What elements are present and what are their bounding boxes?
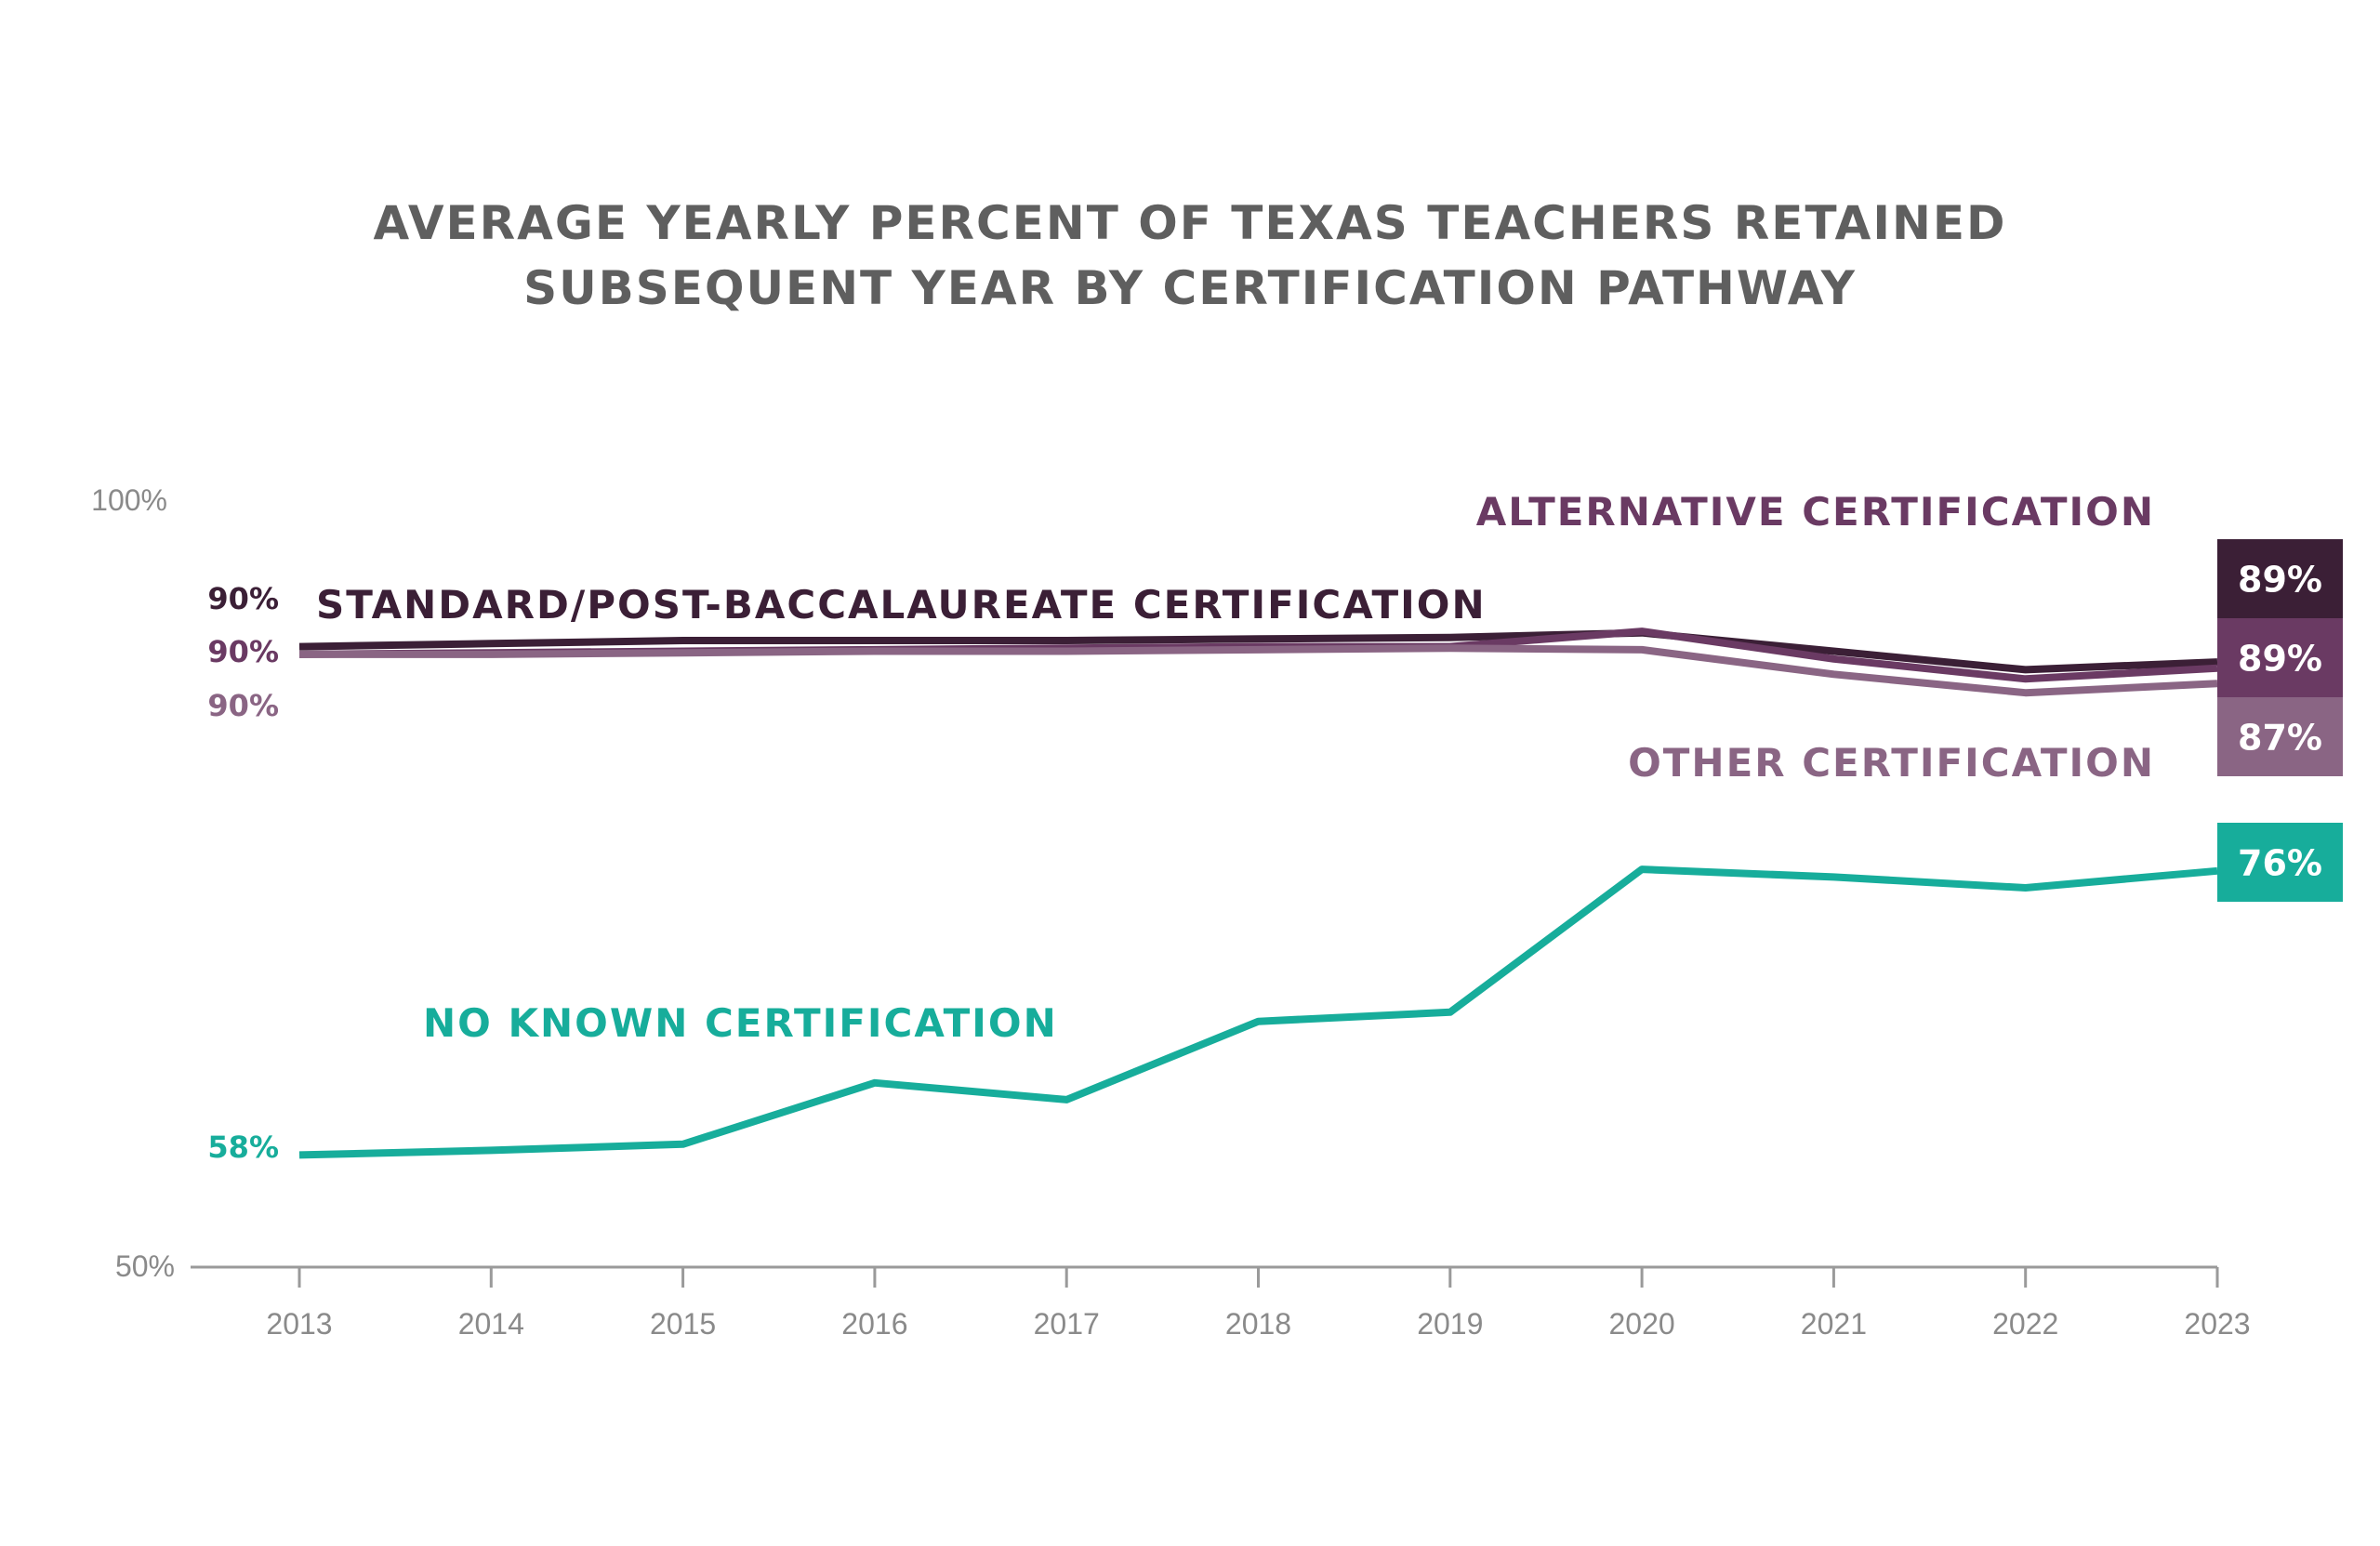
- end-value-box: [2217, 618, 2343, 697]
- x-tick-label: 2017: [1034, 1307, 1100, 1341]
- x-tick-label: 2021: [1801, 1307, 1867, 1341]
- start-value-label: 90%: [207, 581, 279, 616]
- y-tick-label: 50%: [115, 1249, 175, 1283]
- series-line: [298, 628, 2218, 674]
- end-value-label: 76%: [2238, 843, 2322, 884]
- end-value-label: 89%: [2238, 639, 2322, 680]
- y-tick-label: 100%: [91, 483, 167, 517]
- start-value-label: 90%: [207, 688, 279, 723]
- series-name-label: STANDARD/POST-BACCALAUREATE CERTIFICATIO…: [316, 582, 1487, 628]
- x-tick-label: 2013: [266, 1307, 332, 1341]
- series-name-label: ALTERNATIVE CERTIFICATION: [1476, 489, 2155, 535]
- series-line: [298, 865, 2218, 1159]
- end-value-box: [2217, 539, 2343, 618]
- x-tick-label: 2014: [458, 1307, 524, 1341]
- x-tick-label: 2018: [1225, 1307, 1291, 1341]
- chart-title-line-2: SUBSEQUENT YEAR BY CERTIFICATION PATHWAY: [523, 261, 1857, 315]
- x-tick-label: 2022: [1992, 1307, 2058, 1341]
- axes: 2013 2014 2015 2016 2017 2018 2019 2020 2021 2022…: [91, 483, 2250, 1341]
- x-tick-label: 2015: [650, 1307, 716, 1341]
- x-tick-label: 2023: [2184, 1307, 2250, 1341]
- x-tick-label: 2019: [1417, 1307, 1483, 1341]
- series-lines: [298, 628, 2218, 1159]
- end-value-box: [2217, 697, 2343, 776]
- series-labels: 90% 90% 90% 58% 89% 89% 87% 76% STANDARD/POST-BA…: [207, 489, 2343, 1165]
- series-line: [299, 644, 2218, 697]
- chart-title-line-1: AVERAGE YEARLY PERCENT OF TEXAS TEACHERS…: [373, 196, 2007, 250]
- start-value-label: 58%: [207, 1130, 279, 1165]
- end-value-label: 89%: [2238, 560, 2322, 601]
- x-tick-label: 2020: [1609, 1307, 1675, 1341]
- end-value-label: 87%: [2238, 718, 2322, 759]
- chart-title: AVERAGE YEARLY PERCENT OF TEXAS TEACHERS…: [0, 191, 2380, 321]
- start-value-label: 90%: [207, 634, 279, 669]
- series-name-label: OTHER CERTIFICATION: [1628, 740, 2155, 786]
- x-tick-label: 2016: [841, 1307, 907, 1341]
- end-value-box: [2217, 823, 2343, 902]
- series-name-label: NO KNOWN CERTIFICATION: [423, 1000, 1058, 1046]
